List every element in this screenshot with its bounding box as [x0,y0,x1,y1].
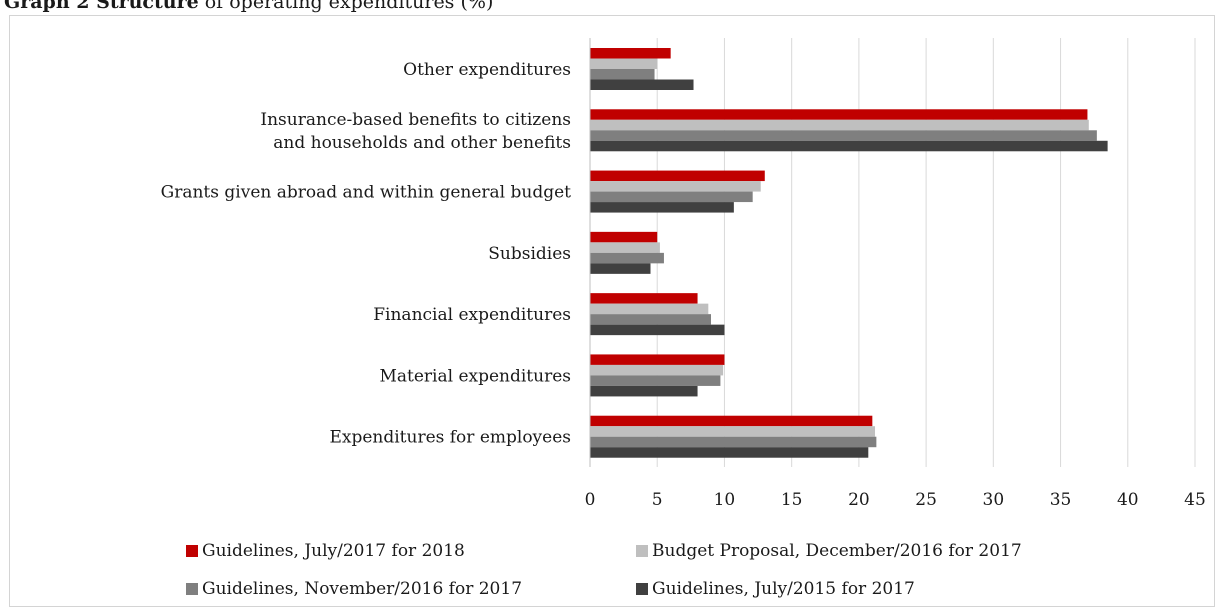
legend-label: Budget Proposal, December/2016 for 2017 [652,541,1022,561]
x-tick-label: 10 [714,490,736,510]
bar [590,48,671,59]
bar [590,293,698,304]
legend-item: Guidelines, November/2016 for 2017 [186,579,522,599]
bar [590,375,721,386]
bar [590,303,709,315]
bar [590,191,753,203]
x-tick-label: 20 [848,490,870,510]
bar [590,447,869,458]
bar [590,58,658,69]
category-label: and households and other benefits [273,133,571,153]
chart-title-bold: Graph 2 Structure [4,0,199,13]
category-label: Subsidies [488,244,571,264]
bar [590,140,1108,152]
x-tick-label: 45 [1184,490,1206,510]
legend-item: Guidelines, July/2017 for 2018 [186,541,465,561]
category-label: Expenditures for employees [329,428,571,448]
bar [590,69,655,80]
legend-item: Guidelines, July/2015 for 2017 [636,579,915,599]
legend-label: Guidelines, July/2015 for 2017 [652,579,915,599]
bar [590,202,734,213]
legend-label: Guidelines, July/2017 for 2018 [202,541,465,561]
legend-swatch [186,583,198,595]
bar [590,364,724,376]
legend-label: Guidelines, November/2016 for 2017 [202,579,523,599]
legend-swatch [636,583,648,595]
bar [590,79,694,90]
x-tick-label: 15 [781,490,803,510]
bar [590,130,1097,141]
bar [590,231,658,243]
legend-item: Budget Proposal, December/2016 for 2017 [636,541,1022,561]
x-tick-label: 40 [1117,490,1139,510]
bar [590,324,725,336]
bar [590,354,725,365]
legend-swatch [186,545,198,557]
x-tick-label: 0 [585,490,596,510]
x-tick-label: 30 [983,490,1005,510]
bar [590,415,873,427]
x-tick-label: 35 [1050,490,1072,510]
bar [590,426,876,437]
x-tick-label: 5 [652,490,663,510]
category-label: Other expenditures [403,60,571,80]
x-tick-label: 25 [915,490,937,510]
bar [590,436,877,448]
chart-area [9,15,1215,607]
legend-swatch [636,545,648,557]
bar [590,170,765,182]
category-label: Insurance-based benefits to citizens [260,110,571,130]
bar [590,181,761,192]
bar [590,314,711,325]
category-label: Material expenditures [379,366,571,386]
bar [590,119,1089,131]
category-label: Financial expenditures [373,305,571,325]
chart-title-rest: of operating expenditures (%) [198,0,494,13]
category-label: Grants given abroad and within general b… [161,183,572,203]
chart-title: Graph 2 Structure of operating expenditu… [4,0,493,13]
bar [590,242,660,253]
bar [590,109,1088,120]
bar [590,252,664,264]
bar [590,385,698,397]
bar [590,263,651,274]
